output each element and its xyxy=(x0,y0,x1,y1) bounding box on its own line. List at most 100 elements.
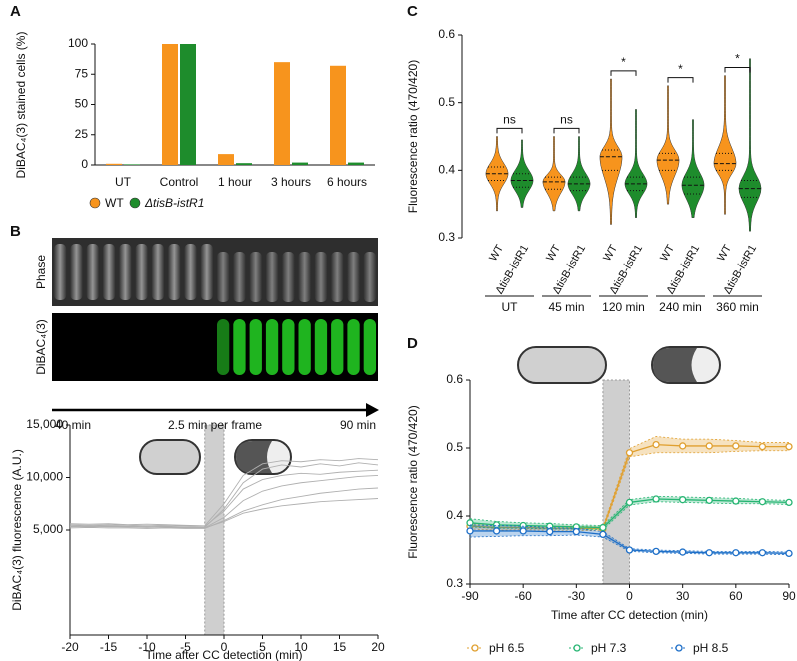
y-tick-label: 5,000 xyxy=(33,522,63,536)
data-point xyxy=(758,498,767,506)
significance-label: * xyxy=(621,55,626,69)
y-tick-label: 0 xyxy=(81,157,88,171)
data-point xyxy=(625,546,634,554)
cell-icon-depolarized xyxy=(653,348,697,382)
fluor-cell xyxy=(298,319,311,375)
bar xyxy=(348,162,364,165)
phase-cell xyxy=(363,252,376,302)
legend-label: pH 7.3 xyxy=(591,641,627,655)
bar xyxy=(236,163,252,165)
x-tick-label: 1 hour xyxy=(218,175,252,189)
x-tick-label: -10 xyxy=(138,640,156,654)
row-label: Phase xyxy=(34,255,48,289)
violin xyxy=(681,119,705,218)
time-step: 2.5 min per frame xyxy=(168,418,262,432)
y-tick-label: 100 xyxy=(68,36,88,50)
phase-cell xyxy=(314,252,328,302)
panel-label: D xyxy=(407,335,418,352)
data-point xyxy=(519,527,527,535)
x-axis-title: Time after CC detection (min) xyxy=(551,608,708,622)
x-tick-label: -30 xyxy=(568,589,586,603)
data-point xyxy=(758,549,767,557)
phase-cell xyxy=(184,244,197,300)
violin xyxy=(624,109,648,218)
y-tick-label: 0.5 xyxy=(446,440,463,454)
group-label: 120 min xyxy=(602,300,645,314)
bar xyxy=(274,62,290,165)
legend-marker xyxy=(89,197,101,209)
bar xyxy=(106,163,122,165)
violin xyxy=(542,136,566,212)
phase-cell xyxy=(86,244,99,300)
x-tick-label: 0 xyxy=(221,640,228,654)
y-tick-label: 0.3 xyxy=(438,230,455,244)
violin xyxy=(713,75,737,215)
phase-cell xyxy=(282,252,295,302)
y-tick-label: 0.5 xyxy=(438,95,455,109)
x-tick-label: 3 hours xyxy=(271,175,311,189)
fluor-cell xyxy=(233,319,246,375)
cell-icon xyxy=(517,346,607,384)
fluor-cell xyxy=(217,319,230,375)
data-point xyxy=(652,547,660,556)
violin xyxy=(656,85,680,205)
x-tick-label: WT xyxy=(544,243,563,264)
group-label: 45 min xyxy=(548,300,584,314)
panel-label: B xyxy=(10,223,21,240)
phase-cell xyxy=(70,244,83,300)
panel-label: C xyxy=(407,3,418,20)
y-axis-title: Fluorescence ratio (470/420) xyxy=(406,60,420,213)
y-tick-label: 0.6 xyxy=(438,27,455,41)
significance-label: * xyxy=(678,62,683,76)
data-point xyxy=(599,530,607,539)
data-point xyxy=(679,496,687,504)
fluor-cell xyxy=(265,319,279,375)
fluor-cell xyxy=(249,319,262,375)
panel-label: A xyxy=(10,3,21,20)
fluor-cell xyxy=(363,319,376,375)
x-tick-label: 0 xyxy=(626,589,633,603)
y-tick-label: 50 xyxy=(75,97,89,111)
significance-bracket xyxy=(553,127,580,134)
x-tick-label: -5 xyxy=(180,640,191,654)
phase-cell xyxy=(119,244,132,300)
time-end: 90 min xyxy=(340,418,376,432)
x-tick-label: -90 xyxy=(461,589,479,603)
data-point xyxy=(732,549,740,557)
violin xyxy=(599,78,623,225)
y-tick-label: 15,000 xyxy=(26,417,63,431)
y-axis-title: DiBAC₄(3) fluorescence (A.U.) xyxy=(10,449,24,611)
significance-bracket xyxy=(724,66,751,73)
legend-marker xyxy=(573,644,581,652)
cell-icon xyxy=(139,439,201,475)
y-tick-label: 10,000 xyxy=(26,470,63,484)
x-tick-label: WT xyxy=(601,243,620,264)
data-point xyxy=(785,442,793,451)
x-tick-label: WT xyxy=(658,243,677,264)
phase-cell xyxy=(102,244,116,300)
x-tick-label: 90 xyxy=(782,589,796,603)
x-axis-title: Time after CC detection (min) xyxy=(146,648,303,661)
fluor-strip xyxy=(52,313,378,381)
bar xyxy=(330,65,346,165)
data-point xyxy=(732,497,740,505)
significance-bracket xyxy=(610,70,637,76)
x-tick-label: -15 xyxy=(100,640,118,654)
data-point xyxy=(705,496,713,505)
legend-label: pH 6.5 xyxy=(489,641,525,655)
data-point xyxy=(625,449,634,457)
fluor-cell xyxy=(314,319,328,375)
data-point xyxy=(599,523,607,532)
x-tick-label: Control xyxy=(160,175,199,189)
data-point xyxy=(705,549,713,557)
bar xyxy=(218,154,234,165)
data-point xyxy=(785,498,793,507)
y-tick-label: 0.3 xyxy=(446,576,463,590)
phase-cell xyxy=(135,244,148,300)
fluor-cell xyxy=(331,319,344,375)
bar xyxy=(292,162,308,165)
legend-marker xyxy=(675,644,683,652)
group-label: UT xyxy=(502,300,519,314)
x-tick-label: -20 xyxy=(61,640,79,654)
x-tick-label: 6 hours xyxy=(327,175,367,189)
